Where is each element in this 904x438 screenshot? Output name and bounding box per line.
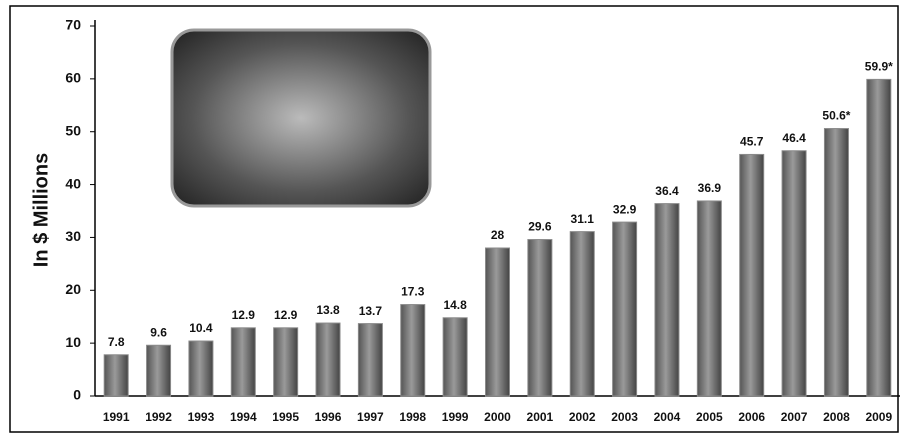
y-axis-label: In $ Millions bbox=[30, 153, 52, 267]
bar bbox=[358, 324, 382, 396]
x-tick-label: 1994 bbox=[230, 410, 257, 424]
value-label: 32.9 bbox=[613, 202, 637, 216]
y-tick-label: 60 bbox=[65, 70, 81, 86]
photo bbox=[172, 30, 430, 206]
value-label: 29.6 bbox=[528, 220, 552, 234]
x-tick-label: 1991 bbox=[103, 410, 130, 424]
y-tick-label: 20 bbox=[65, 281, 81, 297]
x-tick-label: 1996 bbox=[315, 410, 342, 424]
value-label: 46.4 bbox=[782, 131, 806, 145]
bar bbox=[867, 79, 891, 396]
x-tick-label: 1993 bbox=[188, 410, 215, 424]
bar bbox=[528, 240, 552, 396]
value-label: 31.1 bbox=[571, 212, 595, 226]
y-tick-label: 50 bbox=[65, 122, 81, 138]
bar bbox=[655, 204, 679, 396]
x-tick-label: 2009 bbox=[865, 410, 892, 424]
y-tick-label: 30 bbox=[65, 228, 81, 244]
value-label: 7.8 bbox=[108, 335, 125, 349]
value-label: 13.8 bbox=[316, 303, 340, 317]
bar bbox=[782, 151, 806, 396]
bar bbox=[231, 328, 255, 396]
bar bbox=[570, 232, 594, 396]
value-label: 59.9* bbox=[865, 60, 893, 74]
value-label: 12.9 bbox=[232, 308, 256, 322]
bar bbox=[697, 201, 721, 396]
x-tick-label: 2005 bbox=[696, 410, 723, 424]
x-tick-label: 2003 bbox=[611, 410, 638, 424]
bar bbox=[401, 305, 425, 396]
value-label: 36.4 bbox=[655, 184, 679, 198]
value-label: 13.7 bbox=[359, 304, 383, 318]
value-label: 14.8 bbox=[443, 298, 467, 312]
value-label: 50.6* bbox=[822, 109, 850, 123]
bar bbox=[613, 222, 637, 396]
y-tick-label: 0 bbox=[73, 387, 81, 403]
bar bbox=[189, 341, 213, 396]
y-tick-label: 10 bbox=[65, 334, 81, 350]
x-tick-label: 2002 bbox=[569, 410, 596, 424]
y-tick-label: 70 bbox=[65, 17, 81, 33]
bar bbox=[740, 154, 764, 396]
y-tick-label: 40 bbox=[65, 175, 81, 191]
x-tick-label: 1998 bbox=[399, 410, 426, 424]
bar bbox=[274, 328, 298, 396]
x-tick-label: 1992 bbox=[145, 410, 172, 424]
value-label: 10.4 bbox=[189, 321, 213, 335]
bar bbox=[443, 318, 467, 396]
x-tick-label: 2001 bbox=[527, 410, 554, 424]
value-label: 36.9 bbox=[698, 181, 722, 195]
chart: In $ Millions 0 10 20 30 40 50 60 70 1991 7.8 1992… bbox=[0, 0, 904, 438]
value-label: 12.9 bbox=[274, 308, 298, 322]
bar bbox=[824, 129, 848, 396]
x-tick-label: 2006 bbox=[738, 410, 765, 424]
x-tick-label: 2008 bbox=[823, 410, 850, 424]
x-tick-label: 1997 bbox=[357, 410, 384, 424]
x-tick-label: 2004 bbox=[654, 410, 681, 424]
bar bbox=[104, 355, 128, 396]
value-label: 28 bbox=[491, 228, 505, 242]
bar bbox=[147, 345, 171, 396]
x-tick-label: 1995 bbox=[272, 410, 299, 424]
x-tick-label: 2000 bbox=[484, 410, 511, 424]
value-label: 45.7 bbox=[740, 135, 764, 149]
x-tick-label: 1999 bbox=[442, 410, 469, 424]
bar bbox=[316, 323, 340, 396]
x-tick-label: 2007 bbox=[781, 410, 808, 424]
bar bbox=[486, 248, 510, 396]
value-label: 9.6 bbox=[150, 325, 167, 339]
value-label: 17.3 bbox=[401, 285, 425, 299]
